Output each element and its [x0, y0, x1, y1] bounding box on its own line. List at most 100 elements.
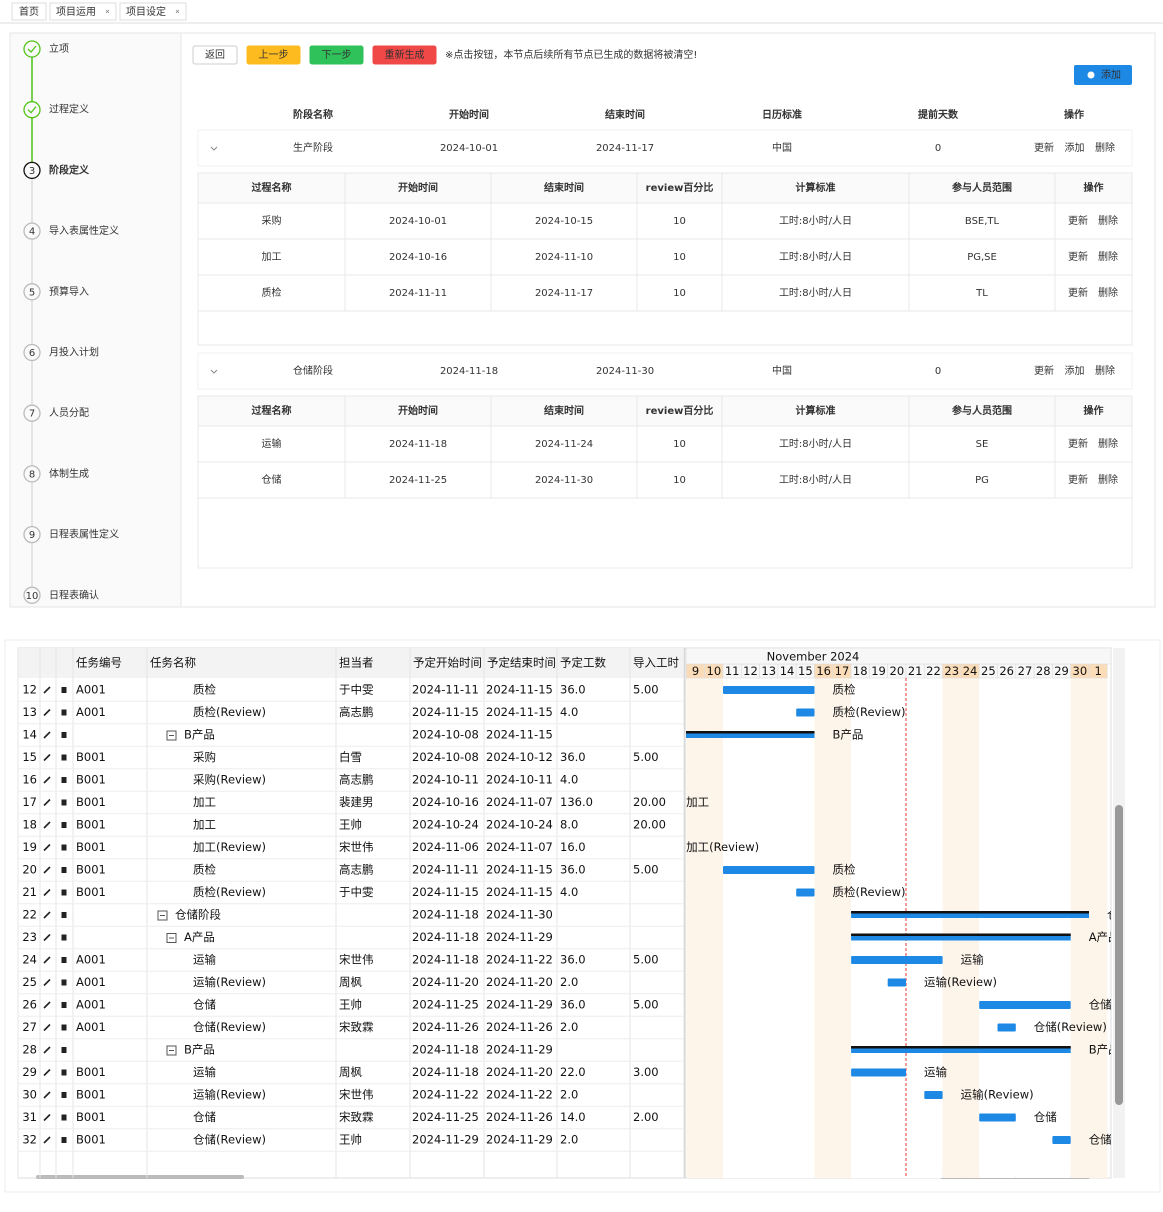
delete-icon[interactable] [61, 867, 67, 873]
tab[interactable] [49, 2, 117, 21]
edit-icon[interactable] [43, 686, 51, 694]
tab-close[interactable] [175, 9, 180, 14]
delete-icon[interactable] [61, 754, 67, 761]
action-link[interactable]: 添加 [1065, 364, 1085, 377]
action-link[interactable]: 更新 [1068, 214, 1088, 227]
day-column [851, 678, 870, 1178]
step-label[interactable]: 预算导入 [49, 285, 89, 298]
delete-icon[interactable] [61, 1047, 67, 1053]
delete-icon[interactable] [61, 1069, 67, 1076]
tab[interactable] [119, 2, 187, 21]
button[interactable] [246, 45, 301, 65]
delete-icon[interactable] [61, 1024, 67, 1031]
edit-icon[interactable] [43, 933, 51, 942]
tab[interactable] [11, 2, 47, 21]
step-label[interactable]: 人员分配 [49, 407, 89, 419]
edit-icon[interactable] [43, 1001, 51, 1009]
action-link[interactable]: 添加 [1065, 141, 1085, 154]
delete-icon[interactable] [61, 844, 67, 851]
imported-hours: 5.00 [633, 863, 659, 877]
step-label[interactable]: 体制生成 [49, 467, 89, 480]
expand-chevron[interactable] [210, 146, 218, 151]
edit-icon[interactable] [43, 843, 51, 852]
delete-icon[interactable] [61, 889, 67, 896]
delete-icon[interactable] [61, 777, 67, 783]
step-label[interactable]: 立项 [49, 42, 69, 55]
column-header: 参与人员范围 [952, 404, 1012, 417]
step-label[interactable]: 过程定义 [49, 103, 89, 116]
button[interactable] [192, 45, 238, 65]
edit-icon[interactable] [43, 911, 51, 919]
day-label: 9 [692, 664, 699, 678]
action-link[interactable]: 删除 [1098, 473, 1118, 486]
button-label[interactable]: 下一步 [322, 49, 352, 61]
tab-close[interactable] [105, 9, 110, 14]
action-link[interactable]: 删除 [1098, 250, 1118, 263]
edit-icon[interactable] [43, 1046, 51, 1054]
task-bar [887, 978, 906, 987]
delete-icon[interactable] [61, 799, 67, 806]
process-cell: 10 [673, 288, 686, 299]
delete-icon[interactable] [61, 912, 67, 918]
edit-icon[interactable] [43, 866, 51, 874]
edit-icon[interactable] [43, 978, 51, 987]
button[interactable] [1074, 65, 1132, 85]
step-number: 4 [29, 227, 35, 238]
edit-icon[interactable] [43, 1113, 51, 1122]
delete-icon[interactable] [61, 1114, 67, 1121]
delete-icon[interactable] [61, 979, 67, 986]
action-link[interactable]: 更新 [1068, 473, 1088, 486]
delete-icon[interactable] [61, 1092, 67, 1098]
action-link[interactable]: 更新 [1068, 437, 1088, 450]
action-link[interactable]: 删除 [1098, 286, 1118, 299]
delete-icon[interactable] [61, 957, 67, 963]
owner: 王帅 [339, 818, 362, 832]
edit-icon[interactable] [43, 731, 51, 739]
button-label[interactable]: 添加 [1101, 68, 1121, 81]
action-link[interactable]: 删除 [1098, 437, 1118, 450]
step-label[interactable]: 日程表属性定义 [49, 528, 119, 541]
action-link[interactable]: 删除 [1098, 214, 1118, 227]
delete-icon[interactable] [61, 934, 67, 941]
delete-icon[interactable] [61, 732, 67, 738]
edit-icon[interactable] [43, 776, 51, 784]
action-link[interactable]: 更新 [1034, 141, 1054, 154]
edit-icon[interactable] [43, 798, 51, 807]
edit-icon[interactable] [43, 888, 51, 897]
action-link[interactable]: 更新 [1034, 364, 1054, 377]
delete-icon[interactable] [61, 1137, 67, 1143]
button[interactable] [372, 45, 437, 65]
edit-icon[interactable] [43, 753, 51, 762]
task-code: B001 [76, 1133, 106, 1147]
task-name: 仓储(Review) [193, 1133, 266, 1147]
delete-icon[interactable] [61, 709, 67, 716]
edit-icon[interactable] [43, 1091, 51, 1099]
task-name: 运输 [193, 953, 216, 967]
row-number: 32 [22, 1133, 37, 1147]
edit-icon[interactable] [43, 1068, 51, 1077]
delete-icon[interactable] [61, 1002, 67, 1008]
step-label[interactable]: 日程表确认 [49, 588, 99, 601]
edit-icon[interactable] [43, 708, 51, 717]
notice: ※点击按钮，本节点后续所有节点已生成的数据将被清空! [445, 48, 697, 61]
expand-chevron[interactable] [210, 369, 218, 374]
button-label[interactable]: 返回 [205, 49, 225, 61]
action-link[interactable]: 更新 [1068, 286, 1088, 299]
delete-icon[interactable] [61, 822, 67, 828]
edit-icon[interactable] [43, 1136, 51, 1144]
task-bar [723, 686, 815, 694]
action-link[interactable]: 更新 [1068, 250, 1088, 263]
process-header [197, 172, 1133, 204]
step-label[interactable]: 导入表属性定义 [49, 224, 119, 237]
action-link[interactable]: 删除 [1095, 364, 1115, 377]
edit-icon[interactable] [43, 1023, 51, 1032]
edit-icon[interactable] [43, 821, 51, 829]
step-label[interactable]: 月投入计划 [49, 346, 99, 359]
edit-icon[interactable] [43, 956, 51, 964]
action-link[interactable]: 删除 [1095, 141, 1115, 154]
button-label[interactable]: 重新生成 [385, 48, 425, 61]
step-label[interactable]: 阶段定义 [49, 163, 90, 176]
button[interactable] [309, 45, 364, 65]
button-label[interactable]: 上一步 [259, 49, 289, 61]
delete-icon[interactable] [61, 687, 67, 693]
